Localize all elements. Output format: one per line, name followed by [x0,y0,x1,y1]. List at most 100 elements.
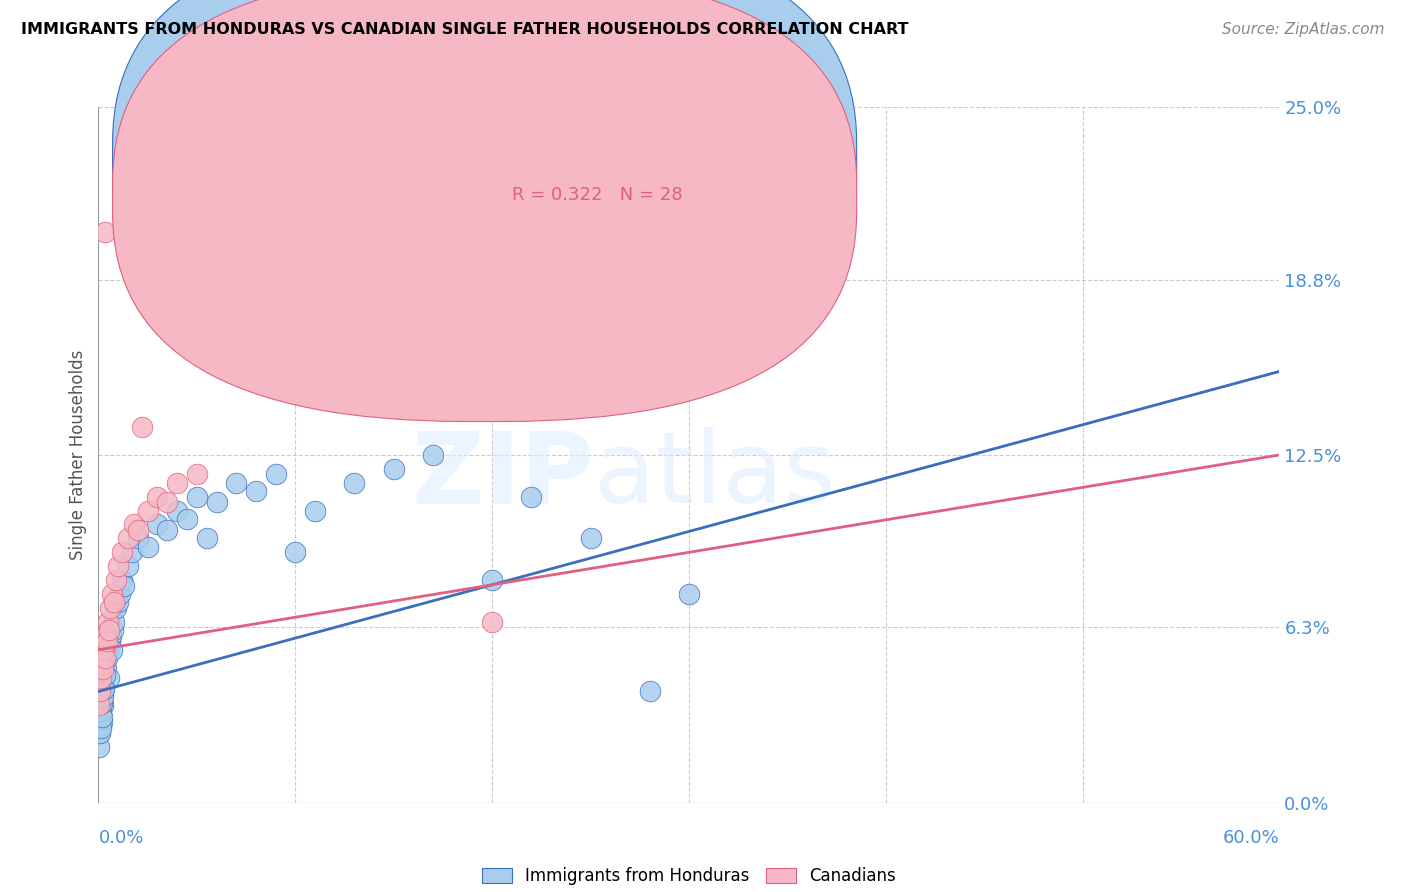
Point [176,512,198,526]
Point [98,671,121,685]
Point [186,467,208,482]
Point [122,517,145,532]
Point [103,624,125,638]
Point [93,679,115,693]
Point [195,532,218,546]
Point [111,573,134,587]
Point [264,467,287,482]
Point [89,712,111,726]
Point [94,657,117,671]
Point [90,721,112,735]
Point [481,573,503,587]
Point [91,690,114,704]
Point [127,523,149,537]
Point [146,517,169,532]
Point [245,484,267,499]
Point [579,532,602,546]
Point [105,573,128,587]
Point [108,587,131,601]
Point [103,615,125,629]
Text: R = 0.322   N = 28: R = 0.322 N = 28 [512,186,682,204]
FancyBboxPatch shape [112,0,856,422]
Point [156,495,179,509]
Point [91,684,114,698]
Point [91,715,114,730]
Point [97,642,120,657]
Point [93,698,115,713]
Point [89,718,111,732]
Point [94,225,117,239]
Y-axis label: Single Father Households: Single Father Households [69,350,87,560]
Point [89,726,111,740]
Point [520,490,543,504]
Point [638,684,661,698]
Point [678,587,700,601]
Point [93,671,115,685]
Point [111,545,134,559]
Point [156,523,179,537]
Point [225,475,247,490]
Point [166,503,188,517]
Point [89,698,111,713]
Point [89,740,111,755]
Point [101,642,124,657]
Point [481,615,503,629]
Text: Source: ZipAtlas.com: Source: ZipAtlas.com [1222,22,1385,37]
Point [127,532,149,546]
Point [89,712,111,726]
Text: ZIP: ZIP [412,427,595,524]
Point [97,615,120,629]
Text: atlas: atlas [595,427,837,524]
Point [96,651,118,665]
Text: 0.0%: 0.0% [98,829,143,847]
Point [89,684,111,698]
Point [98,624,121,638]
Point [105,601,128,615]
Point [101,587,124,601]
Point [304,503,326,517]
Point [90,709,112,723]
Point [146,490,169,504]
Point [91,657,114,671]
Point [186,490,208,504]
Point [131,420,153,434]
Point [284,545,307,559]
FancyBboxPatch shape [112,0,856,382]
Point [93,662,115,676]
Point [166,475,188,490]
Point [89,726,111,740]
Point [90,706,112,721]
Point [121,545,143,559]
Text: IMMIGRANTS FROM HONDURAS VS CANADIAN SINGLE FATHER HOUSEHOLDS CORRELATION CHART: IMMIGRANTS FROM HONDURAS VS CANADIAN SIN… [21,22,908,37]
Point [94,651,117,665]
Point [93,642,115,657]
Point [117,559,139,574]
Point [343,475,366,490]
Point [90,698,112,713]
Point [103,595,125,609]
Point [136,503,159,517]
Point [107,559,129,574]
Point [107,595,129,609]
Point [93,681,115,696]
Text: 60.0%: 60.0% [1223,829,1279,847]
Point [90,671,112,685]
Point [112,579,135,593]
Point [96,662,118,676]
Point [100,629,122,643]
Point [96,634,118,648]
Point [91,696,114,710]
Point [136,540,159,554]
Point [93,667,115,681]
Legend: Immigrants from Honduras, Canadians: Immigrants from Honduras, Canadians [475,861,903,892]
Point [98,601,121,615]
Text: R = 0.505   N = 60: R = 0.505 N = 60 [512,147,682,165]
Point [382,462,405,476]
Point [422,448,444,462]
FancyBboxPatch shape [441,121,759,232]
Point [91,690,114,704]
Point [205,495,228,509]
Point [96,629,118,643]
Point [117,532,139,546]
Point [98,634,121,648]
